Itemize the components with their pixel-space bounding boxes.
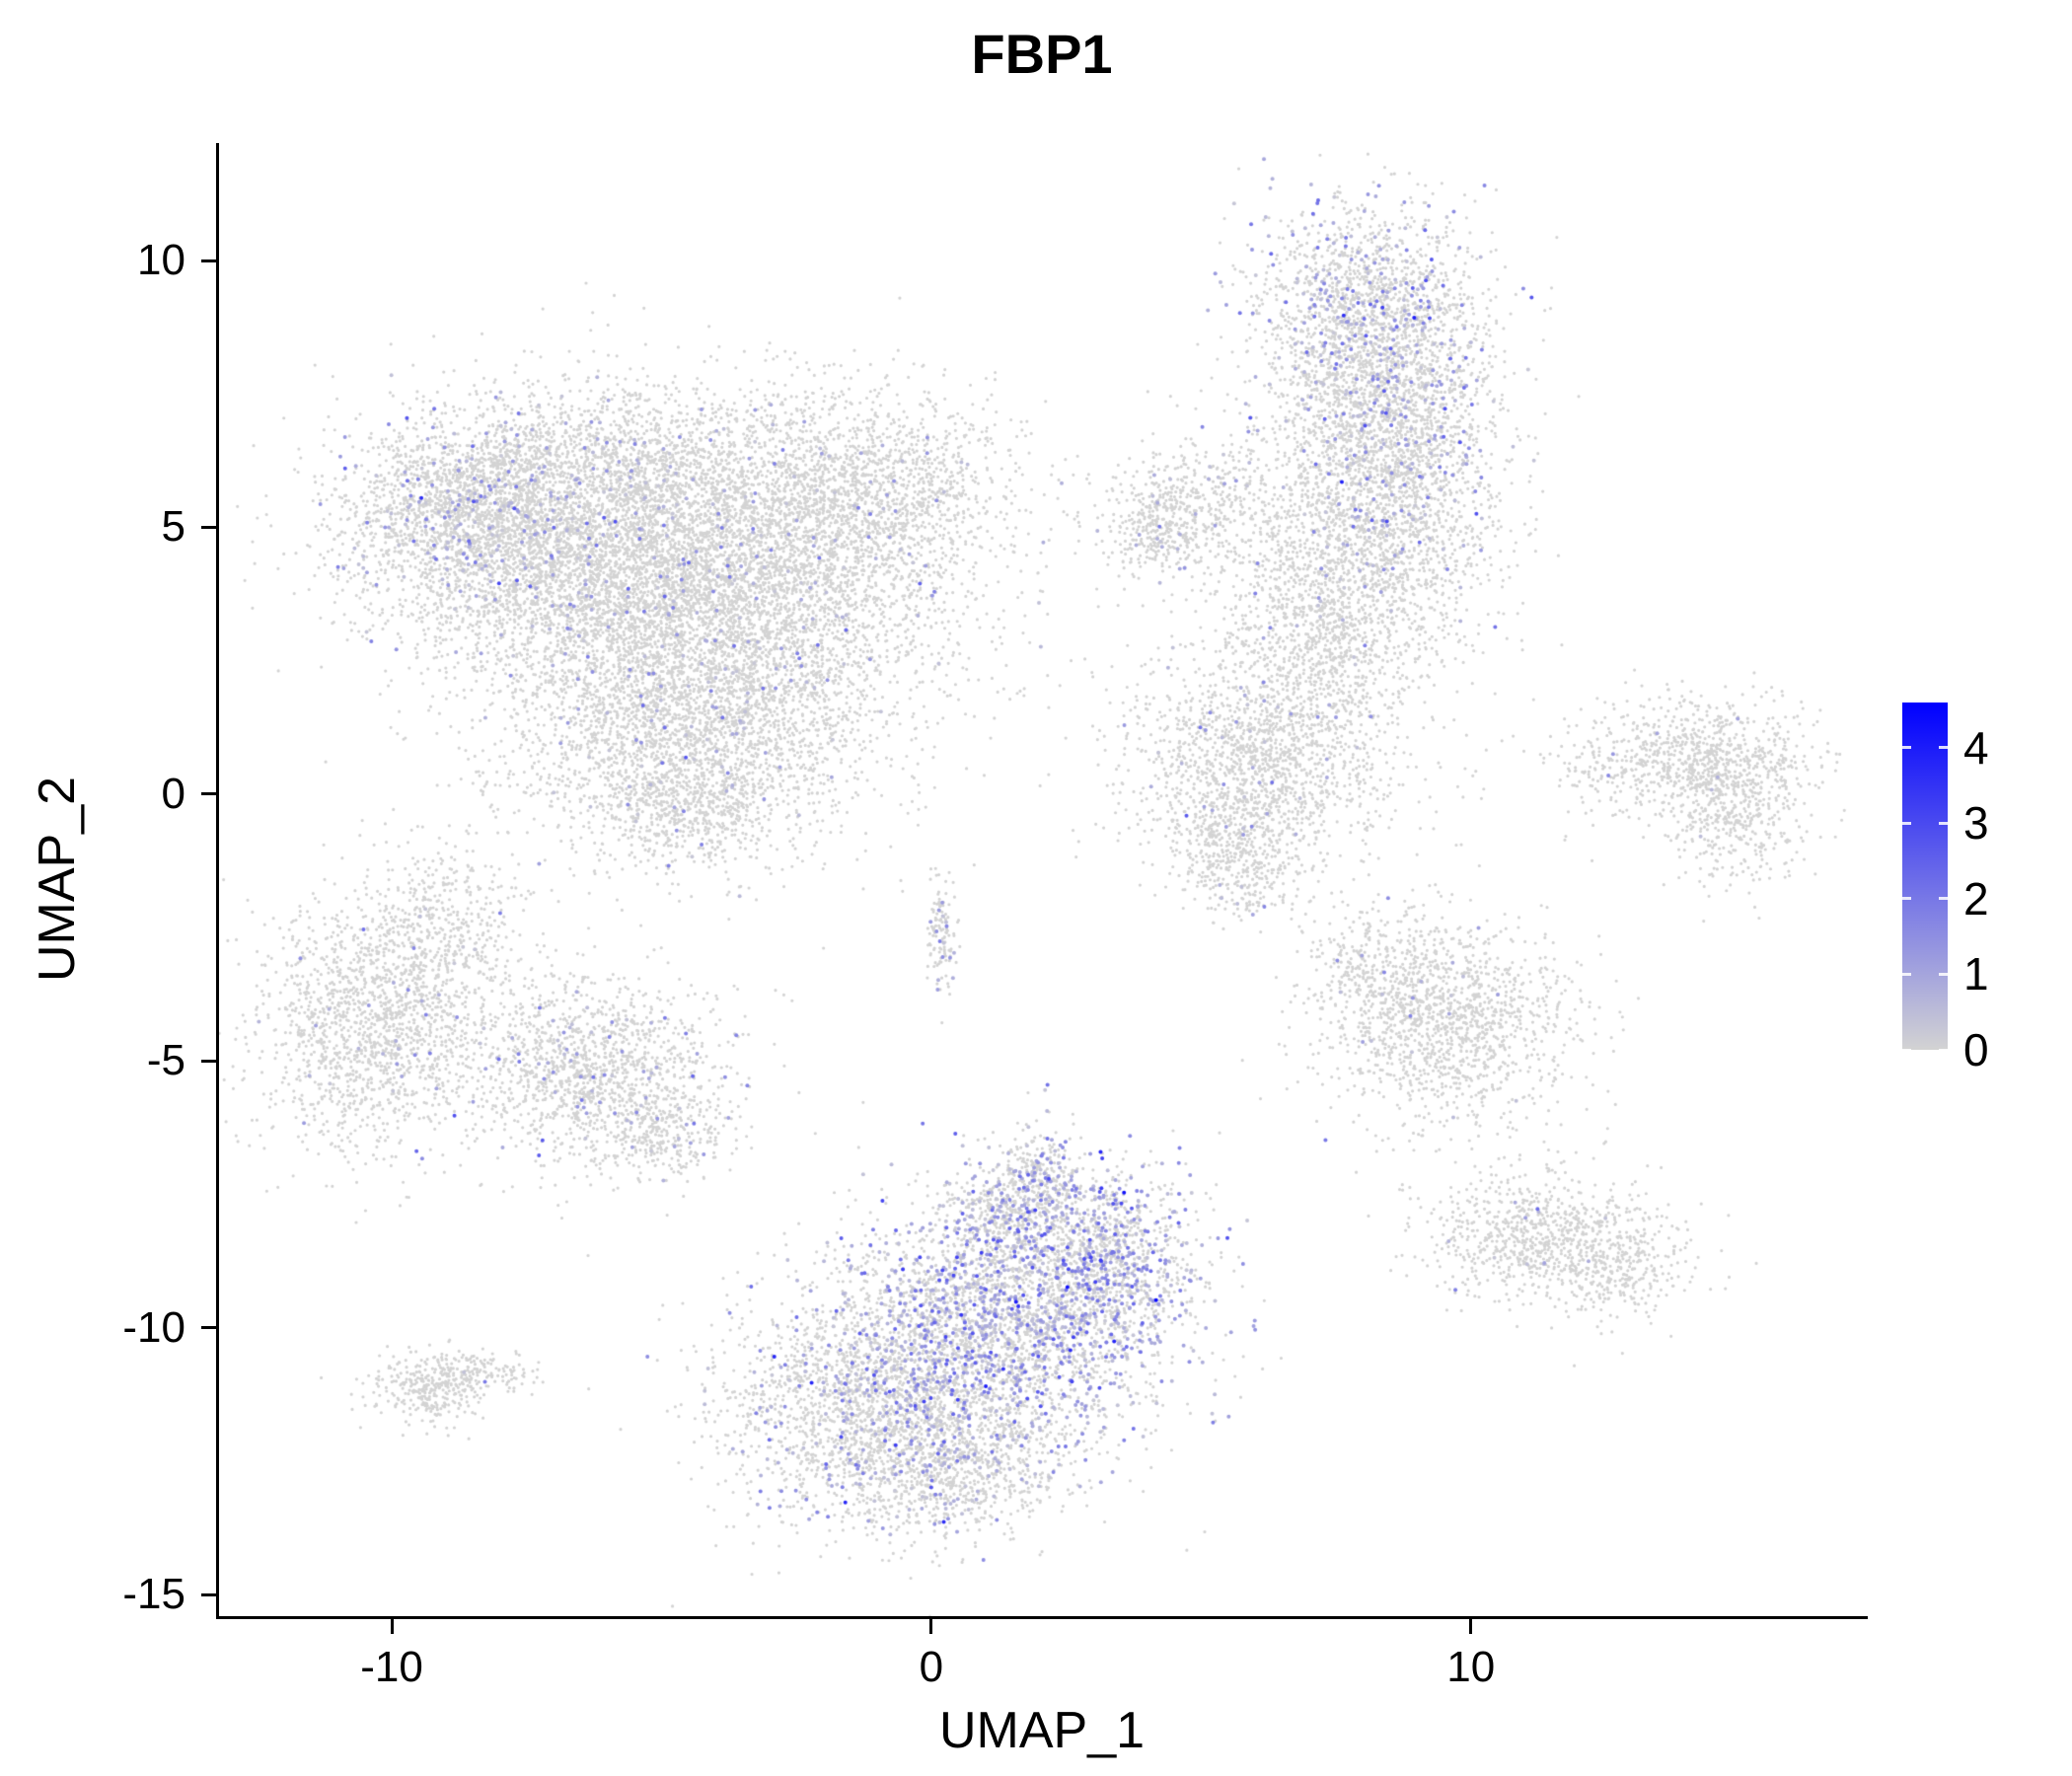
y-tick-label: 5 [161,502,185,552]
legend-tick-mark [1902,1048,1911,1052]
legend-label: 2 [1963,872,1989,925]
legend-tick-mark [1939,821,1948,825]
y-tick-label: -10 [122,1302,185,1352]
legend-label: 0 [1963,1024,1989,1075]
legend-label: 4 [1963,721,1989,774]
x-tick-label: 0 [919,1643,944,1691]
legend-tick-mark [1902,972,1911,976]
legend-tick-mark [1902,897,1911,901]
x-tick-label: 10 [1446,1643,1496,1691]
x-tick-mark [1469,1619,1473,1634]
y-tick-mark [201,1326,216,1330]
y-tick-mark [201,792,216,796]
y-tick-mark [201,1059,216,1063]
plot-title: FBP1 [971,23,1113,85]
y-tick-mark [201,1592,216,1596]
legend-tick-mark [1939,746,1948,750]
x-tick-mark [929,1619,933,1634]
y-axis-title: UMAP_2 [29,776,86,983]
y-tick-label: 10 [137,236,185,284]
legend-label: 3 [1963,797,1989,850]
legend-label: 1 [1963,948,1989,1000]
y-tick-mark [201,259,216,262]
x-tick-mark [390,1619,394,1634]
x-axis-line [216,1616,1868,1619]
y-tick-label: -15 [122,1570,185,1619]
x-tick-label: -10 [360,1643,423,1691]
scatter-plot-canvas [219,143,1865,1616]
legend-tick-mark [1939,1048,1948,1052]
y-tick-label: 0 [161,769,185,818]
legend-gradient-bar [1902,703,1948,1050]
x-axis-title: UMAP_1 [938,1702,1146,1759]
y-tick-mark [201,525,216,529]
legend-tick-mark [1939,897,1948,901]
y-tick-label: -5 [146,1036,185,1085]
y-axis-line [216,143,219,1619]
legend-tick-mark [1902,746,1911,750]
legend-tick-mark [1939,972,1948,976]
legend-tick-mark [1902,821,1911,825]
